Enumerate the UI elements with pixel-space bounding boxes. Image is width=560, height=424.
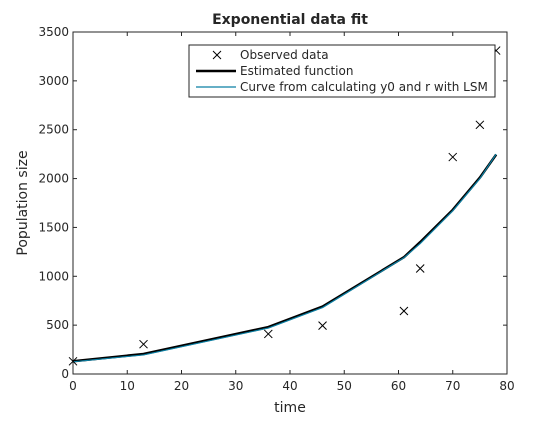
x-tick-label: 80 — [499, 379, 514, 393]
legend-label: Curve from calculating y0 and r with LSM — [240, 80, 488, 94]
legend-label: Observed data — [240, 48, 329, 62]
y-tick-label: 3500 — [38, 25, 69, 39]
legend-box — [188, 44, 496, 98]
observed-data-point — [139, 339, 148, 349]
y-tick-label: 1000 — [38, 269, 69, 283]
y-tick-label: 2500 — [38, 123, 69, 137]
x-tick-label: 0 — [69, 379, 77, 393]
x-tick-label: 10 — [120, 379, 135, 393]
x-axis-label: time — [274, 400, 306, 416]
observed-data-point — [263, 329, 273, 339]
observed-data-point — [448, 152, 458, 162]
lsm-curve-line — [72, 153, 497, 363]
x-tick-label: 20 — [174, 379, 189, 393]
observed-data-point — [68, 356, 78, 366]
x-tick-label: 70 — [445, 379, 460, 393]
y-tick-label: 2000 — [38, 172, 69, 186]
legend-item: Observed data — [212, 48, 329, 62]
axis-ticks: 0 10 20 30 40 50 60 70 80 0 500 1000 1500 2000 2500 300… — [38, 25, 514, 393]
chart-title: Exponential data fit — [212, 12, 368, 28]
series-layer — [68, 46, 501, 366]
observed-data-point — [318, 321, 327, 330]
observed-data-point — [399, 306, 409, 316]
legend: Observed data Estimated function Curve fro… — [188, 44, 496, 98]
x-tick-label: 30 — [228, 379, 243, 393]
y-tick-label: 3000 — [38, 74, 69, 88]
legend-item: Curve from calculating y0 and r with LSM — [196, 80, 488, 94]
y-axis-label: Population size — [15, 150, 31, 255]
legend-label: Estimated function — [240, 64, 353, 78]
legend-item: Estimated function — [196, 64, 353, 78]
y-tick-label: 0 — [61, 367, 69, 381]
legend-marker-x — [212, 50, 222, 60]
observed-data-point — [415, 264, 425, 273]
y-tick-label: 500 — [46, 318, 69, 332]
x-tick-label: 40 — [282, 379, 297, 393]
x-tick-label: 60 — [391, 379, 406, 393]
y-tick-label: 1500 — [38, 220, 69, 234]
observed-data-point — [475, 120, 485, 130]
x-tick-label: 50 — [337, 379, 352, 393]
